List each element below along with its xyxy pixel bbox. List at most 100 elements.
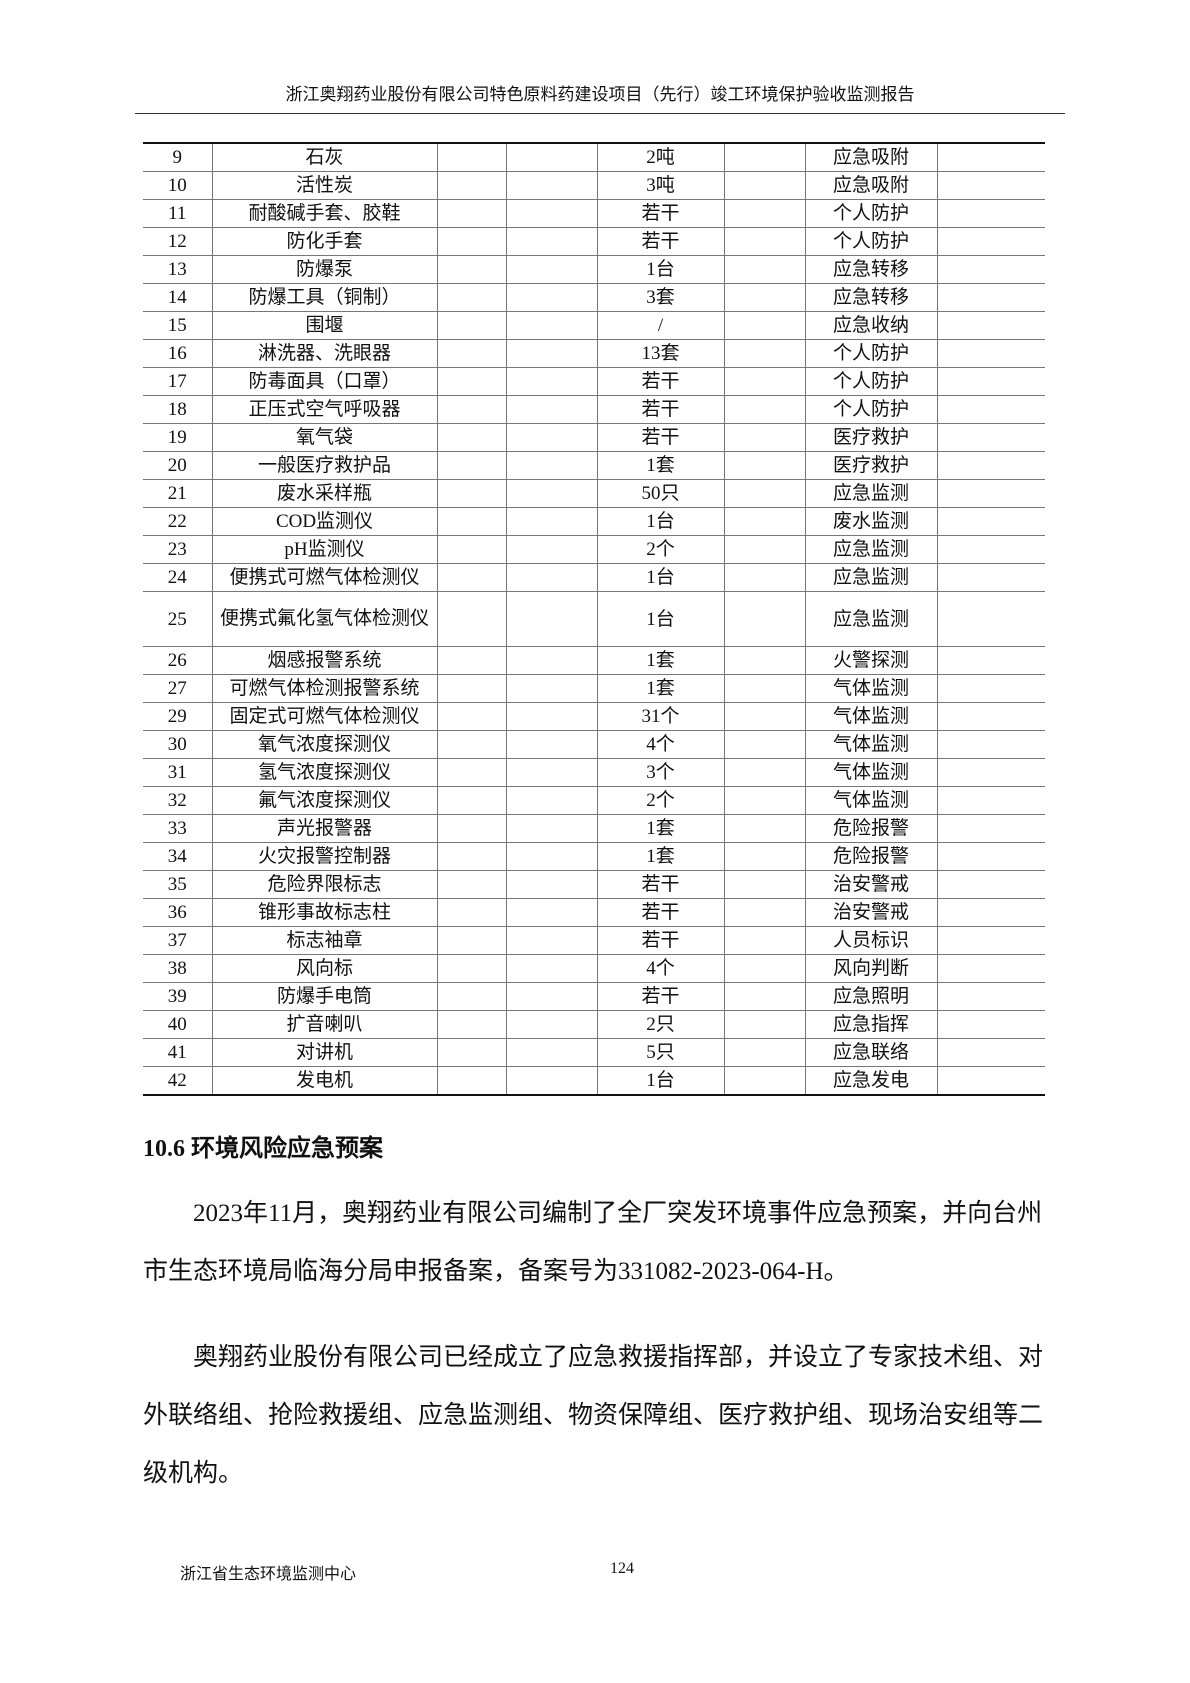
cell-blank [505, 255, 597, 284]
cell-blank [936, 451, 1045, 480]
cell-blank [505, 507, 597, 536]
table-row: 25 便携式氟化氢气体检测仪 1台 应急监测 [143, 591, 1045, 647]
cell-blank [723, 814, 805, 843]
cell-blank [936, 926, 1045, 955]
cell-item-name: 风向标 [211, 954, 437, 983]
table-row: 21 废水采样瓶 50只 应急监测 [143, 479, 1045, 508]
cell-blank [436, 898, 506, 927]
cell-blank [505, 1038, 597, 1067]
cell-item-name: 对讲机 [211, 1038, 437, 1067]
cell-purpose: 应急转移 [804, 255, 937, 284]
table-row: 13 防爆泵 1台 应急转移 [143, 255, 1045, 284]
cell-quantity: 1套 [596, 842, 724, 871]
cell-row-number: 23 [143, 535, 212, 564]
cell-quantity: 1套 [596, 814, 724, 843]
cell-purpose: 应急收纳 [804, 311, 937, 340]
cell-item-name: 便携式可燃气体检测仪 [211, 563, 437, 592]
cell-blank [723, 199, 805, 228]
cell-quantity: 1台 [596, 591, 724, 647]
cell-blank [436, 311, 506, 340]
section-heading: 10.6 环境风险应急预案 [143, 1136, 383, 1162]
cell-row-number: 18 [143, 395, 212, 424]
table-row: 19 氧气袋 若干 医疗救护 [143, 423, 1045, 452]
cell-blank [436, 646, 506, 675]
table-row: 35 危险界限标志 若干 治安警戒 [143, 870, 1045, 899]
cell-blank [505, 367, 597, 396]
cell-blank [723, 786, 805, 815]
cell-row-number: 24 [143, 563, 212, 592]
cell-blank [723, 842, 805, 871]
cell-item-name: 一般医疗救护品 [211, 451, 437, 480]
table-row: 32 氟气浓度探测仪 2个 气体监测 [143, 786, 1045, 815]
cell-item-name: 氧气袋 [211, 423, 437, 452]
table-row: 16 淋洗器、洗眼器 13套 个人防护 [143, 339, 1045, 368]
table-row: 15 围堰 / 应急收纳 [143, 311, 1045, 340]
cell-row-number: 31 [143, 758, 212, 787]
paragraph-organization: 奥翔药业股份有限公司已经成立了应急救援指挥部，并设立了专家技术组、对外联络组、抢… [143, 1344, 1044, 1487]
cell-blank [936, 591, 1045, 647]
cell-quantity: 1台 [596, 1066, 724, 1096]
cell-quantity: 50只 [596, 479, 724, 508]
cell-blank [505, 171, 597, 200]
cell-blank [936, 143, 1045, 172]
cell-blank [723, 479, 805, 508]
cell-purpose: 危险报警 [804, 842, 937, 871]
cell-blank [723, 535, 805, 564]
cell-quantity: 若干 [596, 227, 724, 256]
cell-quantity: 若干 [596, 367, 724, 396]
cell-item-name: 声光报警器 [211, 814, 437, 843]
cell-blank [436, 982, 506, 1011]
cell-purpose: 应急监测 [804, 535, 937, 564]
cell-purpose: 气体监测 [804, 674, 937, 703]
cell-blank [436, 227, 506, 256]
cell-blank [936, 870, 1045, 899]
cell-blank [505, 199, 597, 228]
cell-blank [436, 842, 506, 871]
cell-quantity: 1台 [596, 563, 724, 592]
cell-item-name: 火灾报警控制器 [211, 842, 437, 871]
cell-blank [505, 563, 597, 592]
table-row: 14 防爆工具（铜制） 3套 应急转移 [143, 283, 1045, 312]
cell-quantity: 若干 [596, 926, 724, 955]
cell-blank [505, 926, 597, 955]
cell-blank [436, 479, 506, 508]
cell-quantity: 5只 [596, 1038, 724, 1067]
cell-blank [723, 674, 805, 703]
cell-blank [723, 283, 805, 312]
cell-blank [723, 898, 805, 927]
cell-blank [436, 507, 506, 536]
cell-quantity: 若干 [596, 199, 724, 228]
cell-blank [436, 870, 506, 899]
cell-quantity: 1台 [596, 507, 724, 536]
cell-blank [936, 283, 1045, 312]
cell-quantity: 若干 [596, 870, 724, 899]
cell-quantity: / [596, 311, 724, 340]
cell-quantity: 2吨 [596, 143, 724, 172]
cell-purpose: 气体监测 [804, 702, 937, 731]
cell-quantity: 3套 [596, 283, 724, 312]
page-header: 浙江奥翔药业股份有限公司特色原料药建设项目（先行）竣工环境保护验收监测报告 [135, 80, 1065, 114]
cell-blank [723, 926, 805, 955]
table-row: 41 对讲机 5只 应急联络 [143, 1038, 1045, 1067]
cell-row-number: 39 [143, 982, 212, 1011]
cell-item-name: 防毒面具（口罩） [211, 367, 437, 396]
cell-blank [936, 814, 1045, 843]
cell-blank [436, 1038, 506, 1067]
cell-blank [723, 507, 805, 536]
cell-purpose: 个人防护 [804, 199, 937, 228]
cell-blank [936, 674, 1045, 703]
cell-purpose: 应急指挥 [804, 1010, 937, 1039]
cell-blank [723, 311, 805, 340]
cell-blank [505, 451, 597, 480]
cell-purpose: 个人防护 [804, 339, 937, 368]
cell-item-name: 可燃气体检测报警系统 [211, 674, 437, 703]
cell-blank [723, 982, 805, 1011]
table-row: 24 便携式可燃气体检测仪 1台 应急监测 [143, 563, 1045, 592]
cell-blank [436, 786, 506, 815]
cell-blank [723, 702, 805, 731]
cell-row-number: 35 [143, 870, 212, 899]
cell-blank [436, 283, 506, 312]
table-row: 29 固定式可燃气体检测仪 31个 气体监测 [143, 702, 1045, 731]
cell-blank [505, 1066, 597, 1096]
cell-blank [436, 451, 506, 480]
